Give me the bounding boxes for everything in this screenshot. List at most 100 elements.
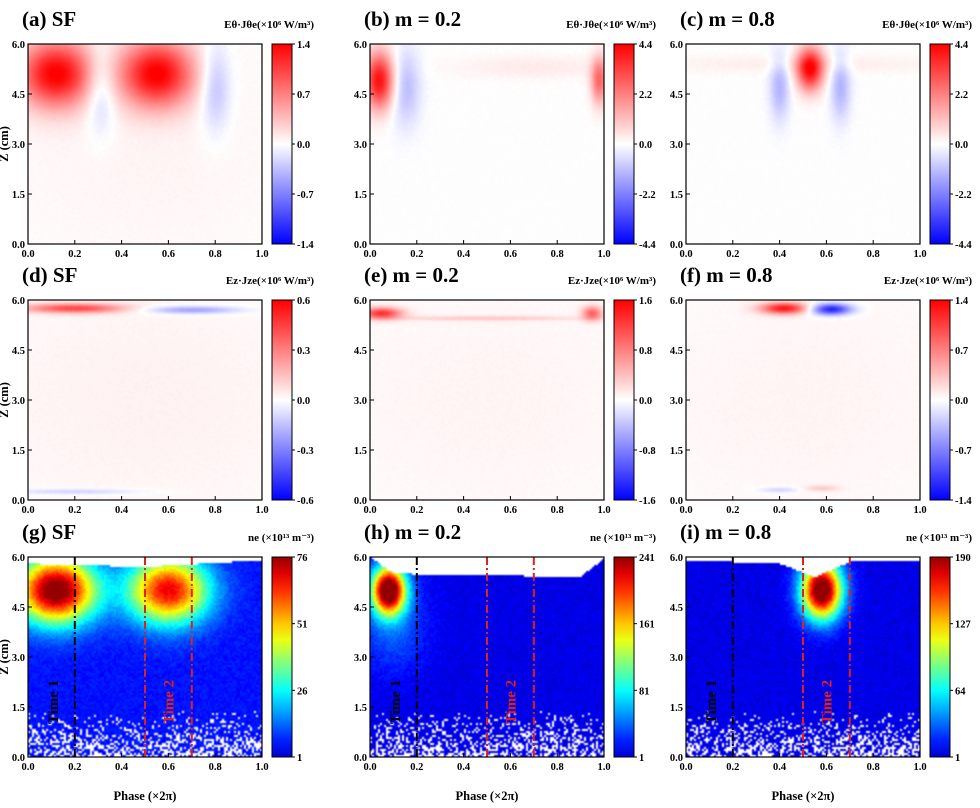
y-tick-label: 3.0 — [12, 396, 25, 407]
x-axis-label: Phase (×2π) — [772, 789, 835, 803]
time1-label: Time 1 — [46, 680, 62, 724]
y-tick-label: 6.0 — [670, 40, 683, 51]
y-tick-label: 1.5 — [354, 190, 367, 201]
x-axis-label: Phase (×2π) — [456, 789, 519, 803]
panel-title: (g) SF — [22, 520, 76, 544]
heatmap-e — [370, 300, 604, 500]
colorbar-tick-label: -1.6 — [639, 496, 656, 507]
colorbar-title: ne (×10¹³ m⁻³) — [248, 532, 314, 544]
x-tick-label: 0.4 — [773, 762, 787, 773]
colorbar-tick-label: -0.3 — [297, 446, 314, 457]
y-axis-label: Z (cm) — [0, 126, 11, 162]
x-tick-label: 0.0 — [679, 505, 692, 516]
colorbar-tick-label: 1.6 — [639, 296, 652, 307]
y-tick-label: 3.0 — [12, 140, 25, 151]
panel-g: Time 1 Time 2 0.0 0.2 0.4 0.6 0.8 1.0 0.0 1.5 3.0 4… — [0, 520, 314, 803]
x-tick-label: 0.4 — [773, 249, 787, 260]
x-tick-label: 0.8 — [209, 249, 222, 260]
x-tick-label: 1.0 — [255, 249, 268, 260]
time2-label: Time 2 — [503, 680, 519, 724]
colorbar-tick-label: 0.0 — [297, 396, 310, 407]
y-tick-label: 4.5 — [670, 346, 683, 357]
colorbar-tick-label: 81 — [639, 686, 650, 697]
x-tick-label: 0.4 — [115, 249, 129, 260]
x-tick-label: 0.2 — [68, 762, 81, 773]
y-tick-label: 6.0 — [12, 296, 25, 307]
heatmap-a — [28, 44, 262, 244]
y-tick-label: 6.0 — [354, 40, 367, 51]
panel-c: 0.0 0.2 0.4 0.6 0.8 1.0 0.0 1.5 3.0 4.5 6.0 (c) m =… — [670, 7, 972, 260]
time2-label: Time 2 — [819, 680, 835, 724]
y-tick-label: 1.5 — [354, 703, 367, 714]
colorbar-title: Ez·Jze(×10⁶ W/m³) — [226, 275, 314, 287]
time1-label: Time 1 — [704, 680, 720, 724]
x-tick-label: 0.8 — [867, 249, 880, 260]
colorbar-tick-label: 1.4 — [297, 40, 311, 51]
x-tick-label: 0.6 — [820, 505, 833, 516]
x-tick-label: 1.0 — [913, 249, 926, 260]
panel-title: (i) m = 0.8 — [680, 520, 771, 544]
y-tick-label: 6.0 — [354, 296, 367, 307]
colorbar-tick-label: 64 — [955, 686, 966, 697]
y-tick-label: 4.5 — [354, 603, 367, 614]
colorbar-tick-label: -4.4 — [639, 240, 656, 251]
colorbar-tick-label: -2.2 — [955, 190, 972, 201]
panel-title: (d) SF — [22, 263, 77, 287]
x-tick-label: 0.8 — [551, 249, 564, 260]
colorbar — [271, 299, 293, 501]
colorbar-tick-label: 0.0 — [639, 396, 652, 407]
colorbar-tick-label: -2.2 — [639, 190, 656, 201]
x-tick-label: 0.8 — [867, 762, 880, 773]
y-tick-label: 4.5 — [670, 90, 683, 101]
colorbar-tick-label: 0.0 — [955, 396, 968, 407]
y-tick-label: 0.0 — [12, 753, 25, 764]
x-tick-label: 1.0 — [255, 505, 268, 516]
y-tick-label: 1.5 — [12, 190, 25, 201]
colorbar-tick-label: 161 — [639, 620, 655, 631]
x-tick-label: 0.8 — [209, 762, 222, 773]
x-tick-label: 0.6 — [162, 505, 175, 516]
x-tick-label: 0.8 — [867, 505, 880, 516]
panel-title: (b) m = 0.2 — [364, 7, 461, 31]
colorbar-tick-label: 2.2 — [639, 90, 652, 101]
panel-a: 0.0 0.2 0.4 0.6 0.8 1.0 0.0 1.5 3.0 4.5 6.0 Z (cm) (… — [0, 7, 314, 260]
colorbar — [613, 299, 635, 501]
colorbar — [929, 299, 951, 501]
x-tick-label: 0.4 — [773, 505, 787, 516]
colorbar-tick-label: -1.4 — [955, 496, 972, 507]
x-tick-label: 0.0 — [679, 762, 692, 773]
y-tick-label: 1.5 — [354, 446, 367, 457]
y-tick-label: 4.5 — [670, 603, 683, 614]
colorbar-tick-label: 190 — [955, 553, 971, 564]
colorbar-tick-label: 0.0 — [639, 140, 652, 151]
x-tick-label: 1.0 — [597, 505, 610, 516]
x-tick-label: 1.0 — [597, 249, 610, 260]
heatmap-f — [686, 300, 920, 500]
colorbar-tick-label: 0.6 — [297, 296, 310, 307]
x-tick-label: 0.4 — [115, 762, 129, 773]
y-axis-label: Z (cm) — [0, 639, 11, 675]
y-tick-label: 3.0 — [670, 140, 683, 151]
y-axis-label: Z (cm) — [0, 382, 11, 418]
panel-b: 0.0 0.2 0.4 0.6 0.8 1.0 0.0 1.5 3.0 4.5 6.0 (b) m =… — [354, 7, 656, 260]
x-tick-label: 0.2 — [68, 505, 81, 516]
colorbar-tick-label: 1 — [297, 753, 302, 764]
x-tick-label: 0.4 — [115, 505, 129, 516]
colorbar-title: Eθ·Jθe(×10⁶ W/m³) — [566, 19, 656, 31]
panel-e: 0.0 0.2 0.4 0.6 0.8 1.0 0.0 1.5 3.0 4.5 6.0 (e) m =… — [354, 263, 656, 516]
time2-label: Time 2 — [161, 680, 177, 724]
colorbar-tick-label: 0.7 — [297, 90, 310, 101]
colorbar-tick-label: 1 — [639, 753, 644, 764]
x-tick-label: 1.0 — [913, 762, 926, 773]
colorbar-tick-label: 0.8 — [639, 346, 652, 357]
colorbar-tick-label: -0.7 — [297, 190, 314, 201]
colorbar-title: ne (×10¹³ m⁻³) — [590, 532, 656, 544]
colorbar-tick-label: 1.4 — [955, 296, 969, 307]
y-tick-label: 6.0 — [12, 553, 25, 564]
colorbar-tick-label: 4.4 — [639, 40, 653, 51]
y-tick-label: 3.0 — [354, 140, 367, 151]
x-tick-label: 0.0 — [21, 249, 34, 260]
panel-title: (f) m = 0.8 — [680, 263, 772, 287]
x-tick-label: 0.2 — [410, 505, 423, 516]
panel-title: (e) m = 0.2 — [364, 263, 459, 287]
